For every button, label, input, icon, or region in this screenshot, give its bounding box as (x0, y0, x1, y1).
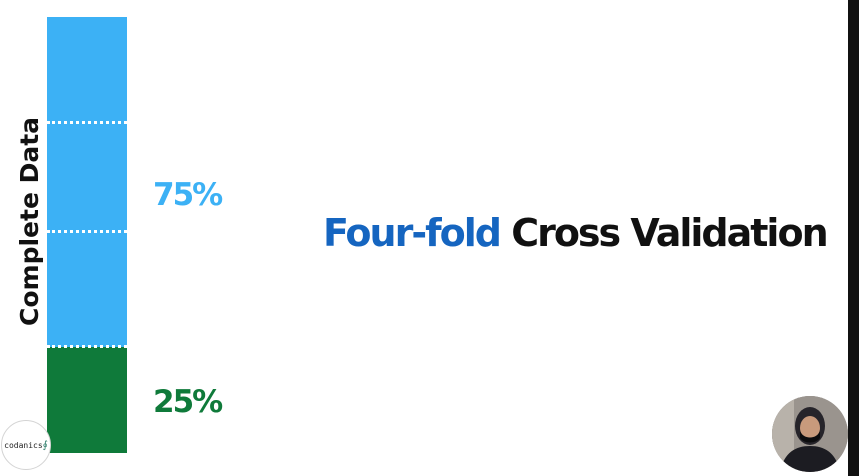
slide-title: Four-fold Cross Validation (323, 209, 829, 257)
testing-percent-label: 25% (153, 384, 223, 420)
fold-divider (47, 345, 127, 348)
codanics-logo: codanics ∮ (1, 420, 51, 470)
title-rest: Cross Validation (499, 211, 828, 255)
testing-segment (47, 347, 127, 453)
presenter-silhouette (772, 396, 848, 472)
window-edge (848, 0, 859, 476)
fold-divider (47, 121, 127, 124)
logo-text: codanics (4, 440, 43, 450)
title-highlight: Four-fold (323, 211, 502, 255)
presenter-webcam-icon (772, 396, 848, 472)
logo-mark: ∮ (42, 439, 48, 451)
training-segment (47, 17, 127, 347)
complete-data-label: Complete Data (15, 116, 44, 326)
fold-divider (47, 230, 127, 233)
training-percent-label: 75% (153, 177, 223, 213)
complete-data-bar (47, 17, 127, 453)
